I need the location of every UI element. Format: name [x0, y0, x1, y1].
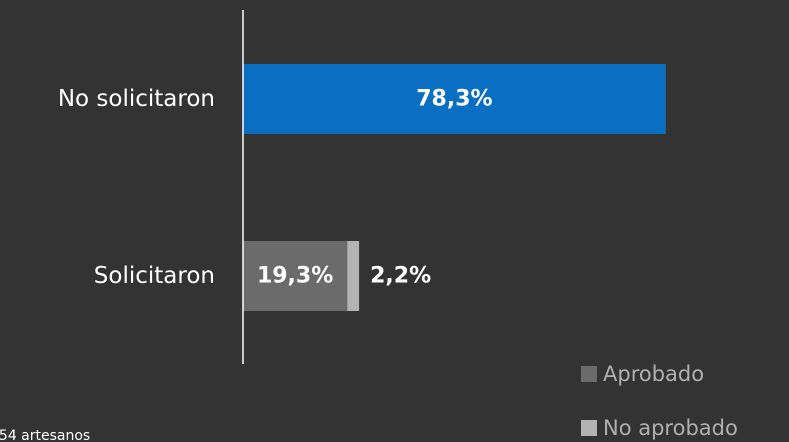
data-label-no-solicitaron-0: 78,3% — [416, 87, 492, 112]
legend-swatch-no-aprobado — [581, 420, 597, 436]
bar-segment-solicitaron-1 — [347, 241, 360, 311]
legend-label-no-aprobado: No aprobado — [603, 416, 738, 440]
category-label-solicitaron: Solicitaron — [94, 263, 215, 289]
legend-label-aprobado: Aprobado — [603, 362, 704, 386]
bars-group: No solicitaron 78,3% Solicitaron 19,3% 2,2% — [58, 64, 666, 311]
data-label-solicitaron-0: 19,3% — [257, 264, 333, 289]
data-label-solicitaron-1: 2,2% — [370, 264, 431, 289]
category-label-no-solicitaron: No solicitaron — [58, 86, 215, 112]
bar-segment-solicitaron-0 — [243, 241, 348, 311]
bar-segment-no-solicitaron-0 — [243, 64, 666, 134]
legend-swatch-aprobado — [581, 366, 597, 382]
legend: Aprobado No aprobado — [581, 362, 738, 440]
footnote: 554 artesanos — [0, 428, 90, 442]
